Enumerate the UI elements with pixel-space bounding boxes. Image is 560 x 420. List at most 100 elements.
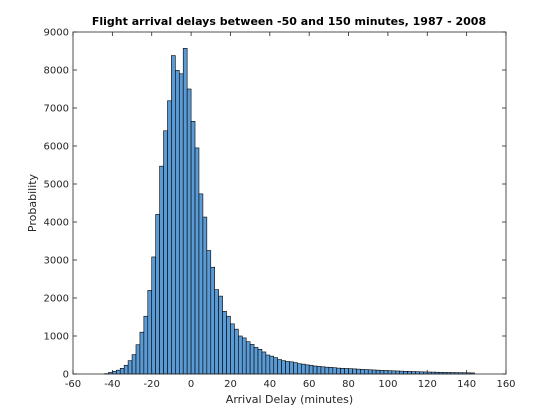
x-axis-label: Arrival Delay (minutes) xyxy=(226,393,353,406)
histogram-bar xyxy=(320,366,326,375)
y-tick-label: 2000 xyxy=(44,294,69,305)
x-tick-label: 60 xyxy=(303,379,316,390)
histogram-bar xyxy=(348,368,353,375)
x-tick-label: -20 xyxy=(144,379,160,390)
histogram-bar xyxy=(222,310,227,375)
histogram-bar xyxy=(265,354,271,375)
histogram-bar xyxy=(379,370,385,375)
histogram-bar xyxy=(375,369,381,375)
histogram-bar xyxy=(316,366,322,375)
histogram-bar xyxy=(182,48,188,375)
y-tick-label: 3000 xyxy=(44,256,69,267)
histogram-bar xyxy=(344,368,349,375)
histogram-bar xyxy=(198,193,204,375)
y-tick-label: 7000 xyxy=(44,104,69,115)
histogram-bar xyxy=(139,331,145,375)
histogram-bar xyxy=(151,256,156,375)
histogram-bar xyxy=(245,341,251,375)
histogram-bar xyxy=(324,366,330,375)
histogram-bar xyxy=(147,290,153,375)
histogram-bar xyxy=(383,370,389,375)
histogram-bar xyxy=(352,368,357,375)
histogram-bar xyxy=(119,367,125,375)
histogram-bar xyxy=(202,216,208,375)
y-tick-label: 9000 xyxy=(44,28,69,39)
histogram-bar xyxy=(116,369,121,375)
histogram-bar xyxy=(391,370,397,375)
histogram-bar xyxy=(253,347,259,375)
histogram-bar xyxy=(269,355,275,375)
y-tick-label: 0 xyxy=(63,370,69,381)
histogram-bar xyxy=(301,363,306,375)
histogram-bar xyxy=(241,337,247,375)
histogram-bar xyxy=(143,315,149,375)
histogram-bar xyxy=(285,361,290,375)
histogram-bar xyxy=(214,289,219,375)
histogram-bar xyxy=(399,370,404,375)
histogram-bar xyxy=(356,368,361,375)
x-tick-label: 20 xyxy=(224,379,237,390)
histogram-bar xyxy=(238,335,243,375)
histogram-bar xyxy=(159,165,164,375)
x-tick-label: 80 xyxy=(342,379,355,390)
y-tick-label: 1000 xyxy=(44,332,69,343)
histogram-bar xyxy=(328,367,334,375)
histogram-bar xyxy=(273,357,278,375)
histogram-bar xyxy=(190,121,196,375)
histogram-bar xyxy=(249,344,255,375)
histogram-bar xyxy=(304,364,310,375)
chart-title: Flight arrival delays between -50 and 15… xyxy=(92,15,486,28)
histogram-bar xyxy=(163,130,168,375)
x-tick-label: -60 xyxy=(65,379,81,390)
histogram-bar xyxy=(135,344,141,375)
y-axis-ticks: 0 1000 2000 3000 4000 5000 6000 7000 8000 9000 xyxy=(44,28,506,381)
histogram-bar xyxy=(289,361,294,375)
histogram-bar xyxy=(261,351,267,375)
histogram-bar xyxy=(167,100,172,375)
histogram-bar xyxy=(363,369,369,375)
histogram-bar xyxy=(218,295,223,375)
histogram-bar xyxy=(332,367,338,375)
histogram-bar xyxy=(395,370,401,375)
histogram-bar xyxy=(175,70,180,375)
histogram-bar xyxy=(297,363,302,375)
histogram-bar xyxy=(194,147,200,375)
histogram-bar xyxy=(210,266,216,375)
histogram-bar xyxy=(226,315,231,375)
histogram-bar xyxy=(371,369,377,375)
histogram-bar xyxy=(293,362,298,375)
histogram-bar xyxy=(171,55,176,375)
histogram-bar xyxy=(131,354,137,375)
histogram-bar xyxy=(387,370,393,375)
histogram-bar xyxy=(403,371,408,375)
histogram-bar xyxy=(308,364,314,375)
x-axis-ticks: -60 -40 -20 0 20 40 60 80 100 120 140 160 xyxy=(65,32,516,390)
x-tick-label: -40 xyxy=(104,379,120,390)
histogram-bar xyxy=(367,369,373,375)
histogram-bar xyxy=(360,369,365,375)
histogram-bar xyxy=(312,365,318,375)
histogram-bars xyxy=(104,48,475,375)
histogram-bar xyxy=(336,367,341,375)
plot-frame xyxy=(72,31,507,375)
histogram-bar xyxy=(123,364,129,375)
histogram-bar xyxy=(155,214,160,375)
x-tick-label: 0 xyxy=(188,379,194,390)
histogram-bar xyxy=(277,359,282,375)
x-tick-label: 120 xyxy=(418,379,437,390)
histogram-bar xyxy=(257,348,263,375)
y-tick-label: 5000 xyxy=(44,180,69,191)
y-axis-label: Probability xyxy=(26,173,39,232)
histogram-bar xyxy=(234,328,239,375)
histogram-bar xyxy=(127,360,133,375)
histogram-bar xyxy=(281,360,286,375)
x-tick-label: 40 xyxy=(263,379,276,390)
x-tick-label: 100 xyxy=(378,379,397,390)
y-tick-label: 6000 xyxy=(44,142,69,153)
histogram-bar xyxy=(186,88,192,375)
histogram-bar xyxy=(230,323,235,375)
histogram-bar xyxy=(206,250,212,375)
x-tick-label: 160 xyxy=(496,379,515,390)
x-tick-label: 140 xyxy=(457,379,476,390)
